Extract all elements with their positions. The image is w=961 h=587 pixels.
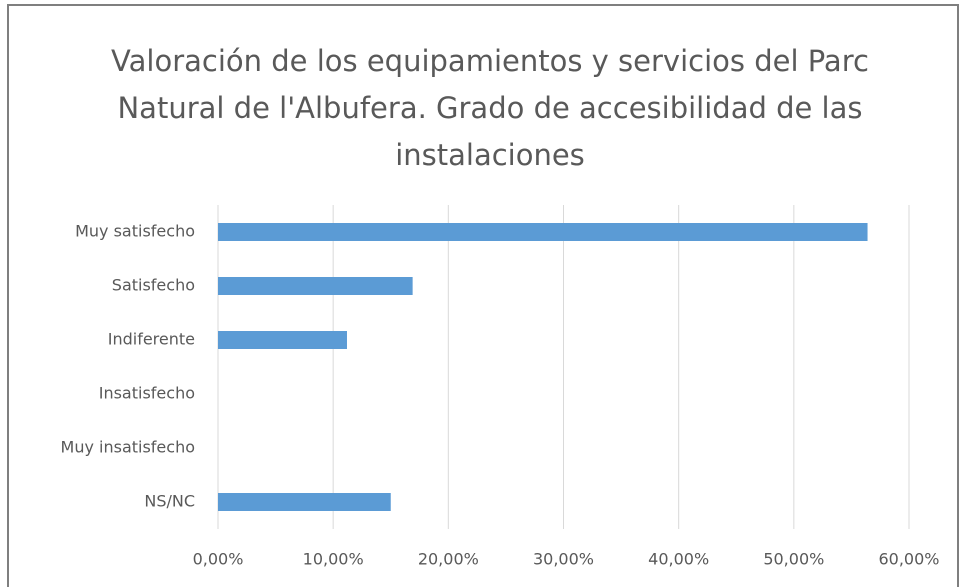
x-tick-label: 50,00% (763, 550, 824, 569)
bar (218, 223, 868, 241)
bar (218, 331, 347, 349)
chart-border (7, 4, 959, 587)
y-tick-label: Muy insatisfecho (61, 438, 195, 457)
bar (218, 277, 413, 295)
x-tick-label: 60,00% (878, 550, 939, 569)
x-tick-label: 40,00% (648, 550, 709, 569)
y-tick-label: Satisfecho (112, 276, 195, 295)
y-tick-label: Insatisfecho (99, 384, 195, 403)
bar (218, 493, 391, 511)
x-tick-label: 0,00% (193, 550, 244, 569)
y-tick-label: Indiferente (108, 330, 195, 349)
x-tick-label: 20,00% (418, 550, 479, 569)
y-tick-label: NS/NC (144, 492, 195, 511)
x-tick-label: 10,00% (303, 550, 364, 569)
chart-title: Valoración de los equipamientos y servic… (111, 44, 869, 172)
x-tick-label: 30,00% (533, 550, 594, 569)
y-tick-label: Muy satisfecho (75, 222, 195, 241)
